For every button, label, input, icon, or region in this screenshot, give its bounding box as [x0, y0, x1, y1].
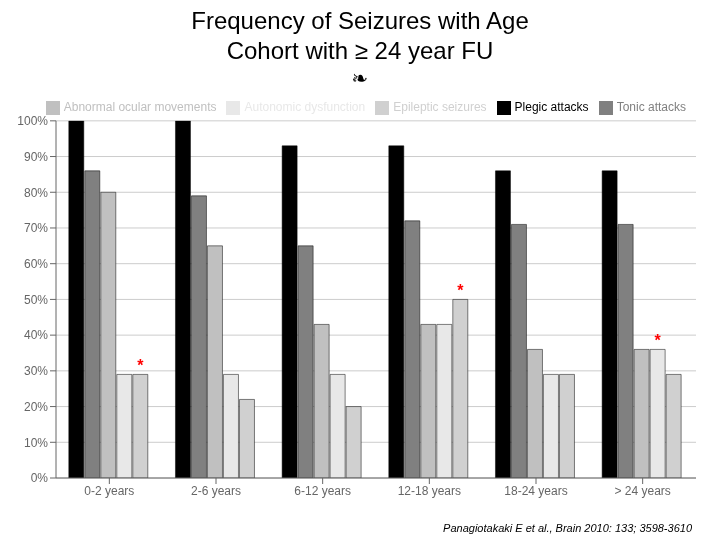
svg-text:40%: 40% [24, 328, 48, 342]
html-text:Frequency of Seizures with Age: Frequency of Seizures with Age [191, 7, 529, 34]
html-text:Cohort with ≥ 24 year FU: Cohort with ≥ 24 year FU [226, 37, 494, 64]
svg-text:> 24 years: > 24 years [614, 484, 670, 498]
svg-text:*: * [655, 332, 662, 349]
svg-text:50%: 50% [24, 293, 48, 307]
svg-text:*: * [457, 282, 464, 299]
svg-text:6-12 years: 6-12 years [294, 484, 351, 498]
svg-text:18-24 years: 18-24 years [504, 484, 567, 498]
svg-text:90%: 90% [24, 150, 48, 164]
html-text:Plegic attacks: Plegic attacks [514, 100, 589, 114]
svg-text:100%: 100% [17, 114, 48, 128]
svg-text:10%: 10% [24, 436, 48, 450]
svg-text:*: * [137, 357, 144, 374]
svg-text:70%: 70% [24, 221, 48, 235]
svg-text:30%: 30% [24, 364, 48, 378]
svg-text:0-2 years: 0-2 years [84, 484, 134, 498]
svg-text:80%: 80% [24, 186, 48, 200]
html-text:Abnormal ocular movements: Abnormal ocular movements [63, 100, 217, 114]
svg-text:0%: 0% [31, 471, 49, 485]
svg-text:20%: 20% [24, 400, 48, 414]
html-text:Panagiotakaki E et al., Brain: Panagiotakaki E et al., Brain 2010: 133;… [443, 522, 692, 534]
html-text:Tonic attacks: Tonic attacks [616, 100, 686, 114]
svg-text:12-18 years: 12-18 years [398, 484, 461, 498]
html-text:Epileptic seizures: Epileptic seizures [393, 100, 487, 114]
svg-text:60%: 60% [24, 257, 48, 271]
html-text:Autonomic dysfunction: Autonomic dysfunction [244, 100, 366, 114]
svg-text:2-6 years: 2-6 years [191, 484, 241, 498]
